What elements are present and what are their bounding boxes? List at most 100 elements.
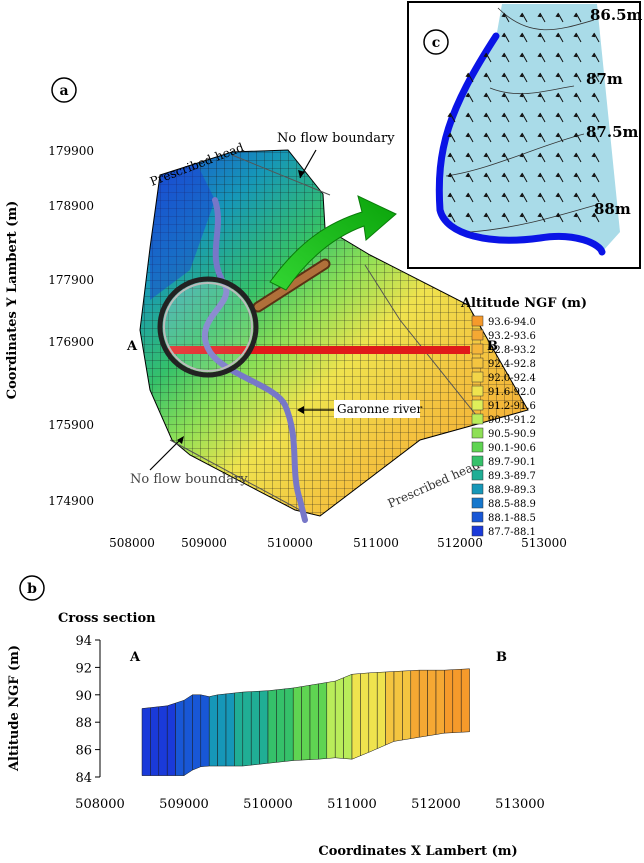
flow-arrow [575,52,582,63]
cross-section-x-tick: 509000 [159,797,209,812]
legend-swatch [471,315,484,327]
legend-label: 92.0-92.4 [488,373,536,384]
flow-arrow [467,132,474,143]
cross-section-column [141,707,151,776]
flow-arrow [575,12,582,23]
flow-arrow [539,212,546,223]
flow-arrow [593,172,600,183]
annotation-pointer [177,436,184,444]
cross-section-x-tick: 513000 [495,797,545,812]
flow-arrow [575,32,582,43]
flow-arrow-head [501,113,506,118]
flow-arrow [557,172,564,183]
flow-arrow-head [465,93,470,98]
map-x-tick: 508000 [109,536,155,550]
flow-arrow [485,132,492,143]
cross-section-column [318,682,328,760]
flow-arrow-head [537,93,542,98]
map-x-tick: 511000 [353,536,399,550]
legend-label: 89.3-89.7 [488,471,536,482]
annotation-prescribed-head-bottom: Prescribed head [386,457,483,510]
flow-arrow-head [573,113,578,118]
flow-arrow [485,112,492,123]
flow-arrow-head [537,133,542,138]
flow-arrow [539,72,546,83]
flow-arrow [575,92,582,103]
flow-arrow-head [555,73,560,78]
flow-arrow-head [465,173,470,178]
legend-label: 89.7-90.1 [488,457,536,468]
legend: Altitude NGF (m) 93.6-94.0 93.2-93.6 92.8-… [460,296,587,538]
flow-arrow [593,152,600,163]
flow-arrow [503,192,510,203]
annotation-pointer [298,170,305,178]
flow-arrow [575,72,582,83]
cross-section-x-label: Coordinates X Lambert (m) [318,844,517,859]
cross-section-y-tick: 94 [75,634,92,649]
flow-arrow [593,192,600,203]
flow-arrow [449,132,456,143]
flow-arrow [539,192,546,203]
cross-section-y-tick: 90 [75,689,92,704]
flow-arrow [467,212,474,223]
flow-arrow-head [573,13,578,18]
panel-b-marker [19,575,45,601]
flow-arrow-head [519,33,524,38]
legend-swatch [471,441,484,453]
flow-arrow [539,132,546,143]
cross-section-column [200,694,210,767]
flow-arrow-head [519,13,524,18]
legend-items: 93.6-94.0 93.2-93.6 92.8-93.2 92.4-92.8 92.0… [471,315,536,538]
legend-swatch [471,329,484,341]
flow-arrow [485,72,492,83]
flow-arrow [557,112,564,123]
inset-contour-label: 88m [594,200,631,218]
flow-arrow-head [501,213,506,218]
legend-label: 91.6-92.0 [488,387,536,398]
map-y-tick: 179900 [48,144,94,158]
flow-arrow [557,12,564,23]
flow-arrow [593,72,600,83]
map-y-ticks: 179900 178900 177900 176900 175900 17490… [48,144,94,508]
flow-arrow [593,212,600,223]
flow-arrow-head [519,173,524,178]
flow-arrow-head [519,53,524,58]
flow-arrow-head [591,133,596,138]
flow-arrow-head [447,213,452,218]
legend-swatch [471,525,484,537]
flow-arrow-head [483,93,488,98]
flow-arrow [575,112,582,123]
flow-arrow-head [555,153,560,158]
cross-section-y-tick: 92 [75,661,92,676]
map-x-ticks: 508000 509000 510000 511000 512000 51300… [109,536,567,550]
inset-flow-field [435,4,620,256]
flow-arrow [449,112,456,123]
cross-section-y-tick: 88 [75,716,92,731]
cross-section-column [418,669,428,738]
boundary-line [169,439,301,511]
flow-arrow [449,192,456,203]
cross-section-column [368,672,378,753]
flow-arrow [467,192,474,203]
flow-arrow [467,172,474,183]
flow-arrow-head [501,173,506,178]
cross-section-column [326,680,336,759]
legend-swatch [471,497,484,509]
cross-section-column [402,670,412,741]
cross-section-end-b: B [496,650,507,665]
flow-arrow-head [573,73,578,78]
legend-label: 91.2-91.6 [488,401,536,412]
flow-arrow [449,152,456,163]
flow-arrow-head [501,133,506,138]
panel-a-label: a [59,83,68,99]
cross-section-column [183,694,193,777]
flow-arrow-head [591,33,596,38]
flow-arrow [521,112,528,123]
legend-label: 92.4-92.8 [488,359,536,370]
flow-arrow [575,132,582,143]
cross-section-column [250,690,260,766]
zoom-arrow-icon [269,195,397,291]
legend-swatch [471,469,484,481]
flow-arrow [539,152,546,163]
flow-arrow [539,172,546,183]
